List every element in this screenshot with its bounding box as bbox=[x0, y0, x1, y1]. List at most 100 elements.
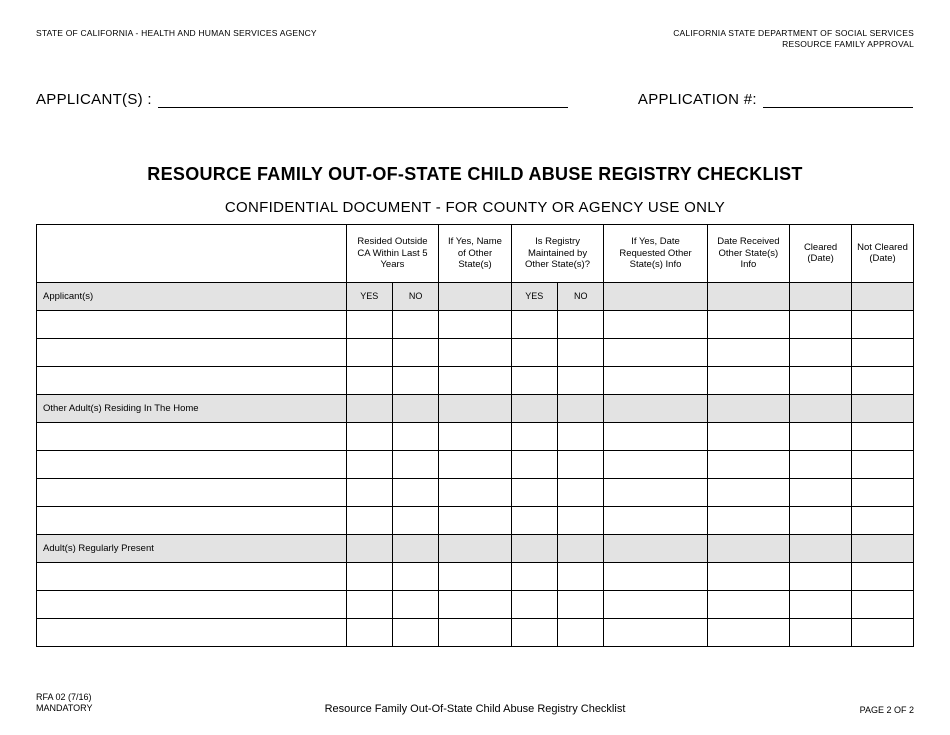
table-cell[interactable] bbox=[392, 618, 438, 646]
table-cell[interactable] bbox=[346, 450, 392, 478]
table-cell[interactable] bbox=[604, 310, 707, 338]
table-cell[interactable] bbox=[346, 590, 392, 618]
table-cell[interactable] bbox=[707, 562, 790, 590]
table-cell[interactable] bbox=[346, 618, 392, 646]
table-cell[interactable] bbox=[392, 422, 438, 450]
table-cell[interactable] bbox=[511, 450, 557, 478]
table-cell[interactable] bbox=[392, 590, 438, 618]
table-cell[interactable] bbox=[439, 338, 511, 366]
table-cell[interactable] bbox=[511, 422, 557, 450]
table-cell[interactable] bbox=[439, 590, 511, 618]
table-cell[interactable] bbox=[790, 562, 852, 590]
table-cell[interactable] bbox=[790, 618, 852, 646]
table-cell[interactable] bbox=[558, 366, 604, 394]
table-cell[interactable] bbox=[790, 450, 852, 478]
table-cell[interactable] bbox=[392, 366, 438, 394]
table-cell[interactable] bbox=[37, 506, 347, 534]
table-cell[interactable] bbox=[439, 450, 511, 478]
table-cell[interactable] bbox=[346, 562, 392, 590]
table-cell[interactable] bbox=[707, 618, 790, 646]
table-cell[interactable] bbox=[790, 422, 852, 450]
table-cell[interactable] bbox=[558, 562, 604, 590]
table-cell[interactable] bbox=[558, 422, 604, 450]
table-cell[interactable] bbox=[37, 310, 347, 338]
table-cell[interactable] bbox=[511, 590, 557, 618]
table-cell[interactable] bbox=[392, 450, 438, 478]
table-cell[interactable] bbox=[558, 450, 604, 478]
table-cell[interactable] bbox=[392, 562, 438, 590]
table-cell[interactable] bbox=[439, 618, 511, 646]
table-cell[interactable] bbox=[558, 618, 604, 646]
table-cell[interactable] bbox=[392, 310, 438, 338]
table-cell[interactable] bbox=[558, 338, 604, 366]
table-cell[interactable] bbox=[852, 422, 914, 450]
table-cell[interactable] bbox=[707, 366, 790, 394]
table-cell[interactable] bbox=[511, 310, 557, 338]
table-cell[interactable] bbox=[439, 310, 511, 338]
table-cell[interactable] bbox=[392, 338, 438, 366]
table-cell[interactable] bbox=[790, 590, 852, 618]
table-cell[interactable] bbox=[511, 506, 557, 534]
table-cell[interactable] bbox=[439, 506, 511, 534]
table-cell[interactable] bbox=[604, 366, 707, 394]
table-cell[interactable] bbox=[790, 366, 852, 394]
table-cell[interactable] bbox=[852, 338, 914, 366]
table-cell[interactable] bbox=[37, 562, 347, 590]
table-cell[interactable] bbox=[439, 478, 511, 506]
table-cell[interactable] bbox=[790, 338, 852, 366]
table-cell[interactable] bbox=[439, 422, 511, 450]
table-cell[interactable] bbox=[604, 618, 707, 646]
table-cell[interactable] bbox=[852, 478, 914, 506]
table-cell[interactable] bbox=[852, 310, 914, 338]
table-cell[interactable] bbox=[707, 422, 790, 450]
table-cell[interactable] bbox=[511, 478, 557, 506]
table-cell[interactable] bbox=[707, 310, 790, 338]
table-cell[interactable] bbox=[707, 450, 790, 478]
table-cell[interactable] bbox=[604, 506, 707, 534]
table-cell[interactable] bbox=[604, 422, 707, 450]
table-cell[interactable] bbox=[790, 506, 852, 534]
table-cell[interactable] bbox=[852, 450, 914, 478]
table-cell[interactable] bbox=[604, 478, 707, 506]
table-cell[interactable] bbox=[852, 590, 914, 618]
application-number-input-line[interactable] bbox=[763, 93, 913, 108]
table-cell[interactable] bbox=[346, 422, 392, 450]
table-cell[interactable] bbox=[558, 590, 604, 618]
table-cell[interactable] bbox=[37, 590, 347, 618]
table-cell[interactable] bbox=[707, 338, 790, 366]
table-cell[interactable] bbox=[852, 506, 914, 534]
table-cell[interactable] bbox=[511, 366, 557, 394]
table-cell[interactable] bbox=[439, 562, 511, 590]
table-cell[interactable] bbox=[346, 506, 392, 534]
table-cell[interactable] bbox=[707, 506, 790, 534]
table-cell[interactable] bbox=[558, 506, 604, 534]
table-cell[interactable] bbox=[439, 366, 511, 394]
table-cell[interactable] bbox=[790, 478, 852, 506]
table-cell[interactable] bbox=[37, 422, 347, 450]
table-cell[interactable] bbox=[511, 562, 557, 590]
table-cell[interactable] bbox=[346, 478, 392, 506]
table-cell[interactable] bbox=[707, 590, 790, 618]
table-cell[interactable] bbox=[707, 478, 790, 506]
table-cell[interactable] bbox=[852, 366, 914, 394]
table-cell[interactable] bbox=[604, 338, 707, 366]
table-cell[interactable] bbox=[790, 310, 852, 338]
table-cell[interactable] bbox=[346, 366, 392, 394]
table-cell[interactable] bbox=[37, 618, 347, 646]
applicants-input-line[interactable] bbox=[158, 93, 568, 108]
table-cell[interactable] bbox=[392, 478, 438, 506]
table-cell[interactable] bbox=[346, 310, 392, 338]
table-cell[interactable] bbox=[37, 338, 347, 366]
table-cell[interactable] bbox=[558, 310, 604, 338]
table-cell[interactable] bbox=[511, 618, 557, 646]
table-cell[interactable] bbox=[37, 366, 347, 394]
table-cell[interactable] bbox=[558, 478, 604, 506]
table-cell[interactable] bbox=[346, 338, 392, 366]
table-cell[interactable] bbox=[852, 618, 914, 646]
table-cell[interactable] bbox=[392, 506, 438, 534]
table-cell[interactable] bbox=[852, 562, 914, 590]
table-cell[interactable] bbox=[604, 450, 707, 478]
table-cell[interactable] bbox=[604, 590, 707, 618]
table-cell[interactable] bbox=[511, 338, 557, 366]
table-cell[interactable] bbox=[37, 478, 347, 506]
